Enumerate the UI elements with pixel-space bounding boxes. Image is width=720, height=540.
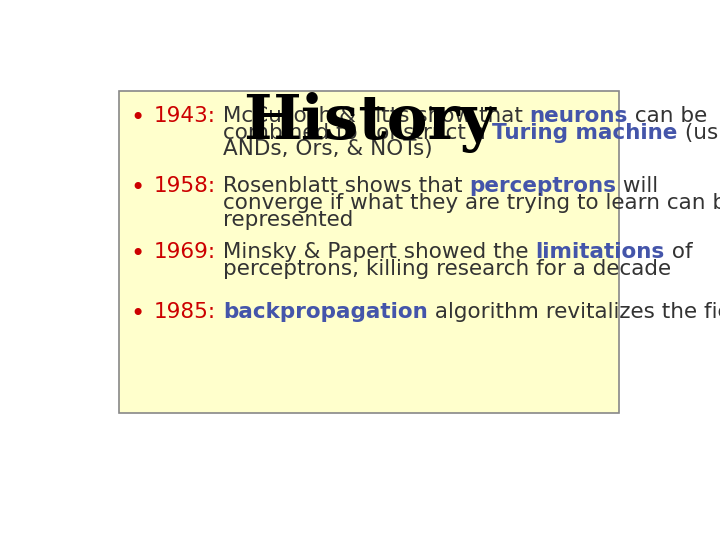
Text: Rosenblatt shows that: Rosenblatt shows that [216, 177, 469, 197]
Text: will: will [616, 177, 659, 197]
Text: combined to construct a: combined to construct a [222, 123, 492, 143]
Text: 1985:: 1985: [154, 302, 216, 322]
Text: •: • [130, 106, 145, 130]
Text: backpropagation: backpropagation [223, 302, 428, 322]
Text: represented: represented [223, 211, 354, 231]
Text: •: • [130, 177, 145, 200]
Text: (using: (using [678, 123, 720, 143]
Text: History: History [243, 92, 495, 153]
Text: 1958:: 1958: [154, 177, 216, 197]
Text: 1943:: 1943: [154, 106, 216, 126]
Text: perceptrons: perceptrons [469, 177, 616, 197]
Text: Minsky & Papert showed the: Minsky & Papert showed the [216, 242, 536, 262]
Text: limitations: limitations [536, 242, 665, 262]
Text: McCulloch & Pitts show that: McCulloch & Pitts show that [216, 106, 530, 126]
Text: •: • [130, 242, 145, 266]
Text: can be: can be [628, 106, 707, 126]
Text: converge if what they are trying to learn can be: converge if what they are trying to lear… [223, 193, 720, 213]
Text: Turing machine: Turing machine [492, 123, 678, 143]
FancyBboxPatch shape [120, 91, 618, 413]
Text: algorithm revitalizes the field: algorithm revitalizes the field [428, 302, 720, 322]
Text: •: • [130, 302, 145, 326]
Text: neurons: neurons [530, 106, 628, 126]
Text: ANDs, Ors, & NOTs): ANDs, Ors, & NOTs) [222, 139, 432, 159]
Text: 1969:: 1969: [154, 242, 216, 262]
Text: of: of [665, 242, 692, 262]
Text: perceptrons, killing research for a decade: perceptrons, killing research for a deca… [223, 259, 671, 279]
